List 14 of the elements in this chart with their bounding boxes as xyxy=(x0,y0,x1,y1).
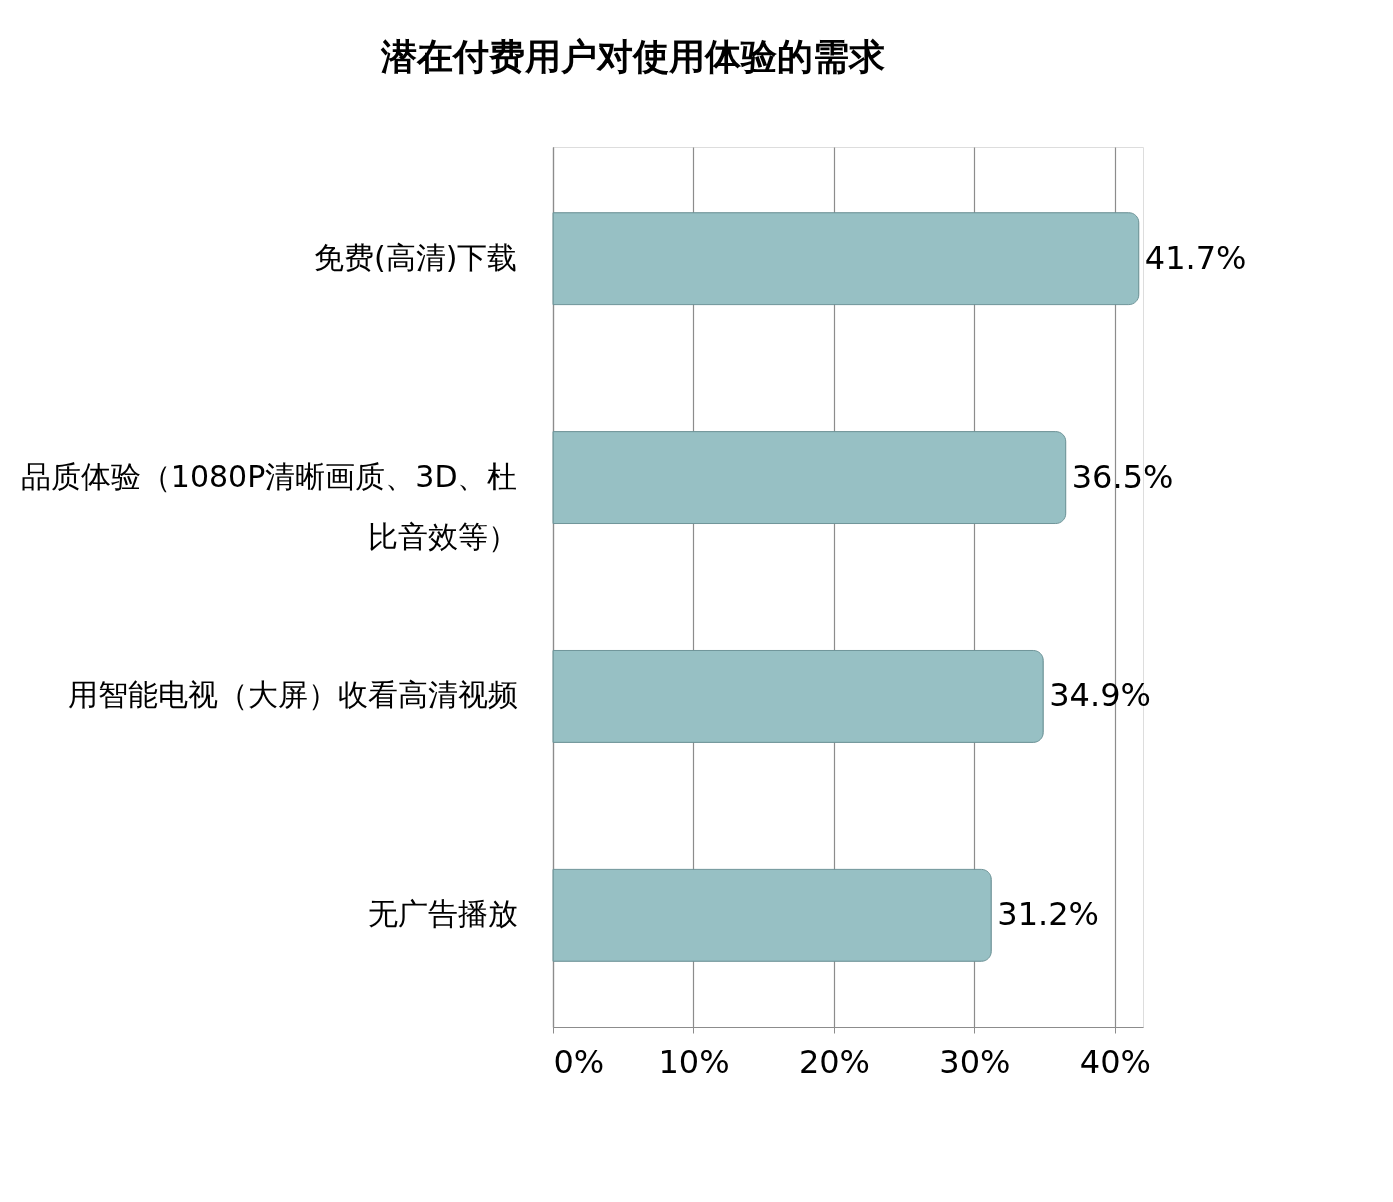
data-label: 36.5% xyxy=(1071,457,1174,496)
x-tick-label: 30% xyxy=(939,1042,1011,1081)
x-tick-label: 0% xyxy=(553,1042,605,1081)
chart-title: 潜在付费用户对使用体验的需求 xyxy=(380,36,886,77)
x-tick-label: 10% xyxy=(658,1042,730,1081)
y-tick-label: 免费(高清)下载 xyxy=(314,239,518,275)
data-label: 34.9% xyxy=(1049,676,1151,715)
y-tick-label: 无广告播放 xyxy=(367,896,518,932)
x-tick-label: 20% xyxy=(798,1042,871,1081)
x-tick-label: 40% xyxy=(1079,1042,1151,1081)
y-tick-label: 品质体验（1080P清晰画质、3D、杜比音效等） xyxy=(20,458,518,554)
y-tick-label: 用智能电视（大屏）收看高清视频 xyxy=(67,677,518,713)
data-label: 31.2% xyxy=(997,895,1099,934)
data-label: 41.7% xyxy=(1144,238,1247,277)
